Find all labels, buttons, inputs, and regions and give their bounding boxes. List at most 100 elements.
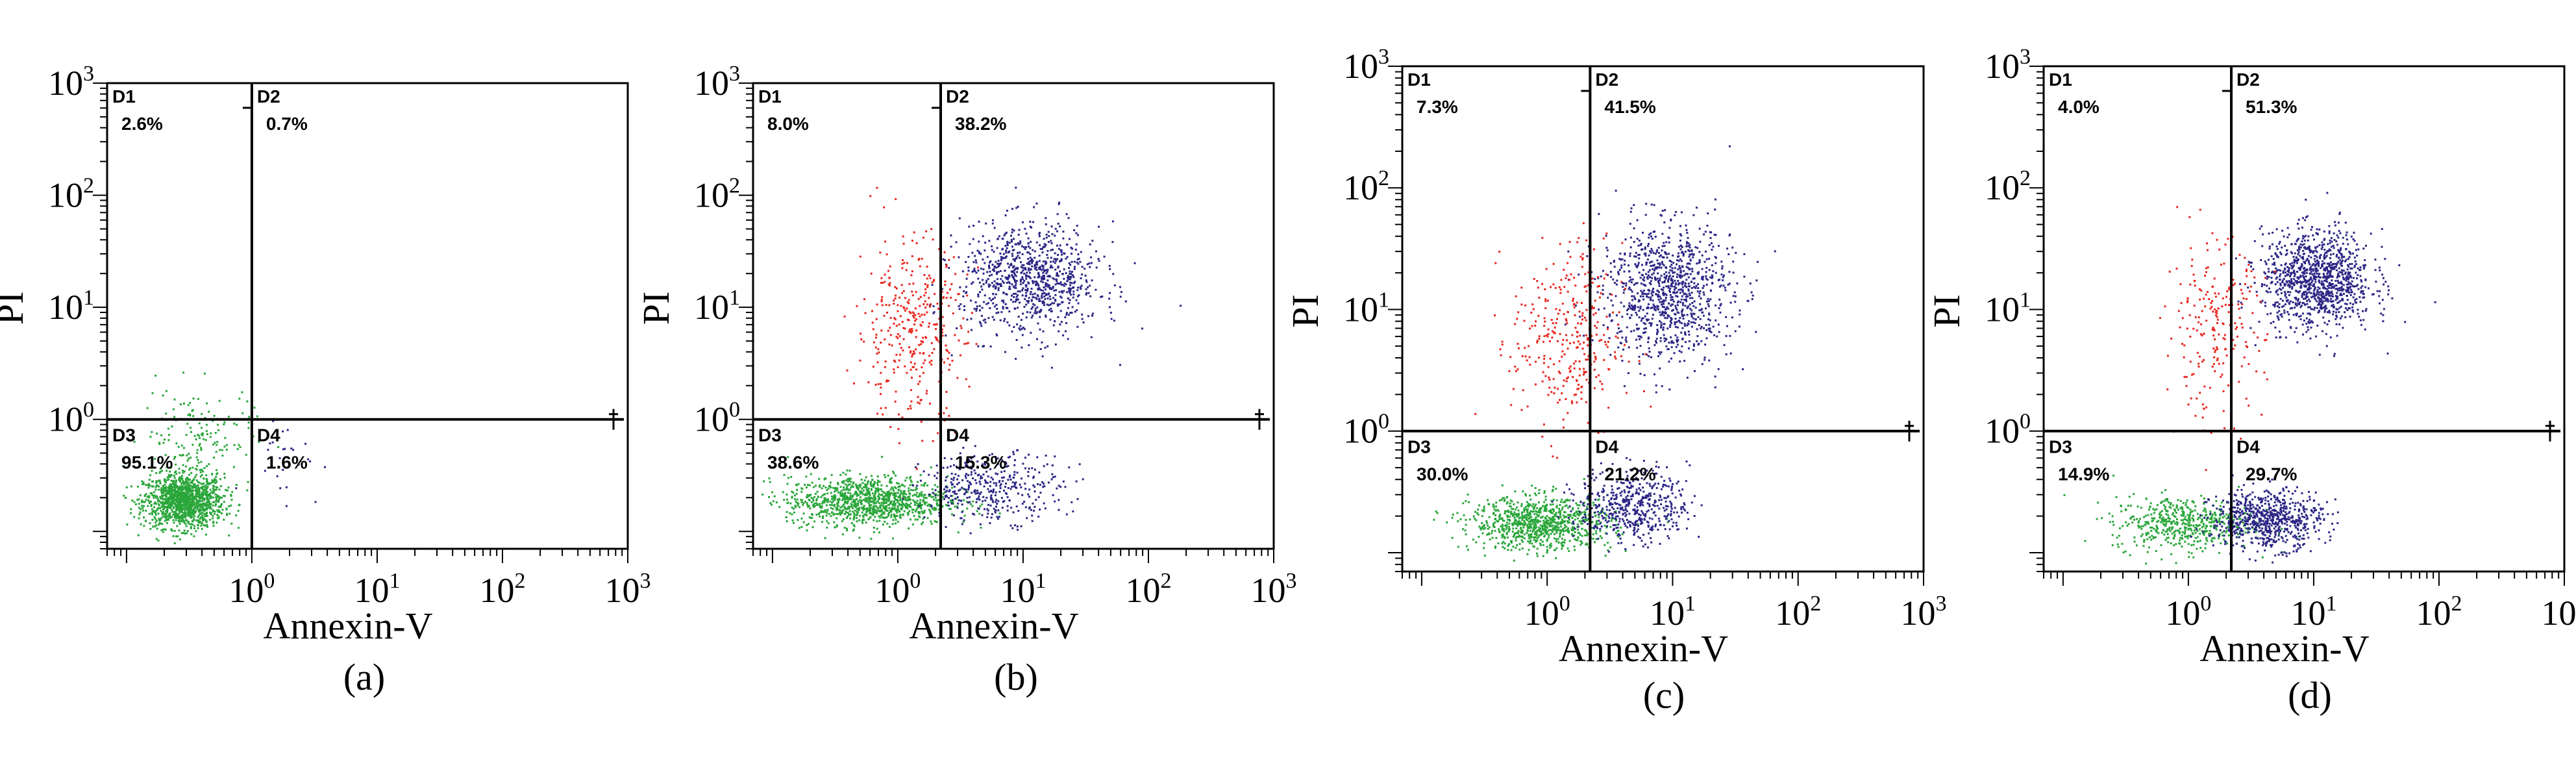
event-point [915,348,917,351]
event-point [212,514,214,517]
event-point [962,447,965,449]
event-point [155,520,158,522]
event-point [951,486,954,489]
event-point [1043,304,1045,307]
event-point [183,501,185,503]
event-point [965,466,967,468]
event-point [1483,524,1485,526]
event-point [911,377,913,379]
event-point [1042,330,1045,333]
event-point [909,328,911,331]
event-point [989,504,992,507]
event-point [1044,346,1046,349]
event-point [1456,512,1459,514]
event-point [1011,253,1013,255]
event-point [149,522,151,525]
event-point [1046,249,1049,252]
event-point [902,349,904,352]
event-point [985,470,988,473]
event-point [1025,275,1028,278]
event-point [834,490,836,493]
event-point [946,349,948,352]
event-point [1517,525,1519,527]
event-point [975,271,978,274]
event-point [1086,263,1089,266]
event-point [210,491,213,494]
event-point [170,487,173,490]
event-point [1076,295,1079,297]
event-point [878,502,880,505]
event-point [908,490,910,492]
event-point [1015,243,1018,245]
event-point [902,497,904,500]
event-point [982,272,985,275]
event-point [1530,510,1532,512]
event-point [148,502,151,505]
event-point [893,500,896,503]
event-point [1004,492,1007,494]
event-point [1024,483,1026,485]
event-point [979,493,982,496]
event-point [1071,282,1073,284]
event-point [954,497,956,500]
event-point [1552,485,1555,488]
event-point [874,509,877,512]
y-axis-label: PI [635,292,677,325]
event-point [1029,260,1032,262]
event-point [1015,280,1018,283]
event-point [898,296,901,299]
event-point [185,499,188,502]
event-point [1015,257,1017,260]
event-point [1004,245,1007,247]
event-point [903,510,906,512]
event-point [869,516,872,518]
event-point [943,491,946,494]
event-point [880,484,883,486]
event-point [918,494,921,496]
event-point [210,496,212,497]
event-point [1532,536,1535,538]
event-point [894,514,897,517]
event-point [1000,483,1002,485]
event-point [1509,520,1511,522]
event-point [925,392,928,395]
event-point [960,457,962,460]
event-point [880,342,882,344]
event-point [958,499,960,501]
event-point [897,310,899,312]
event-point [146,496,149,498]
event-point [1008,499,1011,502]
event-point [898,496,901,498]
event-point [1033,475,1035,478]
event-point [205,484,208,486]
event-point [1026,288,1029,290]
event-point [184,515,186,518]
event-point [1022,270,1024,272]
event-point [930,342,933,344]
event-point [1494,545,1497,547]
event-point [900,504,903,507]
event-point [950,502,953,505]
event-point [868,503,871,506]
event-point [122,465,125,468]
event-point [847,512,849,514]
event-point [193,502,195,505]
event-point [846,496,848,498]
event-point [1483,555,1486,557]
event-point [893,492,895,494]
event-point [1006,307,1009,309]
event-point [880,277,883,279]
event-point [202,490,204,492]
event-point [1523,524,1526,527]
event-point [207,494,210,496]
event-point [1057,266,1059,269]
event-point [1046,303,1048,306]
event-point [1055,278,1058,281]
event-point [1519,516,1522,519]
event-point [873,507,875,510]
event-point [857,488,860,491]
event-point [923,516,926,518]
event-point [1043,483,1045,485]
event-point [182,488,184,491]
event-point [791,490,793,493]
